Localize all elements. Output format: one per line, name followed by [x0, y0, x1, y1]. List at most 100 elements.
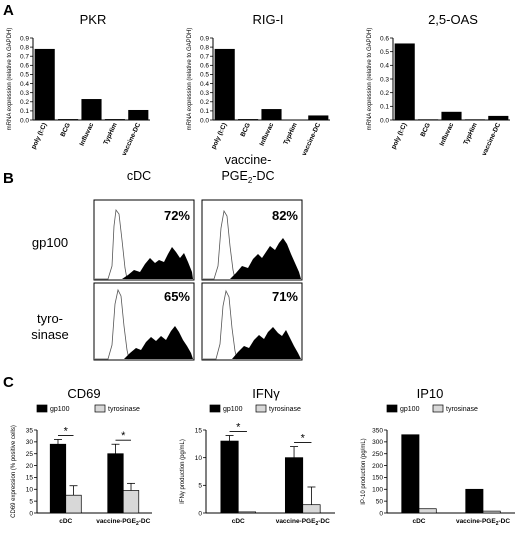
y-tick-label: 300 [372, 439, 383, 446]
x-tick-label: Influvac [259, 122, 276, 148]
x-tick-label: TypHim [102, 122, 118, 146]
bar [284, 119, 305, 121]
significance-marker: * [121, 430, 126, 442]
y-tick-label: 0.9 [20, 35, 29, 42]
x-tick-label: cDC [59, 518, 72, 525]
y-tick-label: 0.5 [380, 49, 389, 56]
y-axis-label: IFNγ production (pg/mL) [180, 439, 186, 504]
chart-title-ifng: IFNγ [252, 386, 280, 401]
bar [58, 119, 79, 120]
y-axis-label: mRNA expression (relative to GAPDH) [187, 28, 193, 131]
y-tick-label: 0.2 [20, 99, 29, 106]
y-tick-label: 0.8 [20, 44, 29, 51]
panel-letter-a: A [3, 2, 14, 19]
legend-swatch [209, 404, 221, 413]
chart-title-cd69: CD69 [67, 386, 100, 401]
x-tick-label: poly (I:C) [210, 122, 228, 150]
chart-pkr: 0.0 0.1 0.2 0.3 0.4 0.5 0.6 0.7 0.8 0.9 mRNA expre… [7, 28, 150, 157]
bar [104, 119, 125, 120]
x-tick-label: vaccine-DC [301, 122, 322, 157]
bar [122, 490, 140, 514]
panel-letter-b: B [3, 170, 14, 187]
bar [214, 48, 235, 120]
bar [482, 510, 501, 514]
x-tick-label: BCG [419, 122, 431, 138]
percentage-gp100-vaccine: 82% [272, 208, 298, 223]
bar [464, 119, 485, 121]
y-tick-label: 5 [29, 498, 33, 505]
y-tick-label: 10 [26, 487, 34, 494]
y-tick-label: 0.4 [20, 81, 29, 88]
y-tick-label: 0 [379, 510, 383, 517]
row-label-tyrosinase-line2: sinase [31, 327, 69, 342]
x-tick-label: BCG [239, 122, 251, 138]
bar [261, 109, 282, 120]
x-tick-label: TypHim [282, 122, 298, 146]
bar [49, 443, 67, 514]
y-tick-label: 0.9 [200, 35, 209, 42]
y-tick-label: 25 [26, 451, 34, 458]
y-tick-label: 0.1 [200, 108, 209, 115]
x-tick-label: vaccine-DC [121, 122, 142, 157]
histogram-tyrosinase-cdc: 65% [93, 282, 195, 361]
legend-label: tyrosinase [446, 406, 478, 413]
bar [308, 115, 329, 120]
legend-label: tyrosinase [269, 406, 301, 413]
x-tick-label: Influvac [439, 122, 456, 148]
bar [418, 119, 439, 121]
legend-swatch [255, 404, 267, 413]
chart-title-oas: 2,5-OAS [428, 12, 478, 27]
percentage-gp100-cdc: 72% [164, 208, 190, 223]
bar [220, 440, 239, 514]
y-tick-label: 35 [26, 427, 34, 434]
legend-label: gp100 [223, 406, 243, 413]
y-axis-label: mRNA expression (relative to GAPDH) [367, 28, 373, 131]
bar [394, 43, 415, 120]
chart-title-rigi: RIG-I [252, 12, 283, 27]
y-tick-label: 5 [198, 483, 202, 490]
legend-swatch [36, 404, 48, 413]
bar [441, 111, 462, 120]
percentage-tyrosinase-vaccine: 71% [272, 289, 298, 304]
bar [107, 453, 124, 514]
x-tick-label: vaccine-DC [481, 122, 502, 157]
x-tick-label: vaccine-PGE2-DC [456, 518, 510, 527]
panel-letter-c: C [3, 374, 14, 391]
y-tick-label: 0.4 [200, 81, 209, 88]
chart-oas: 0.0 0.1 0.2 0.3 0.4 0.5 0.6 mRNA expression (re… [367, 28, 510, 157]
y-tick-label: 350 [372, 427, 383, 434]
y-tick-label: 100 [372, 487, 383, 494]
chart-cd69: 0 5 10 15 20 25 30 35 CD69 expression (% positiv… [11, 404, 152, 527]
bar [34, 48, 55, 120]
y-tick-label: 0.0 [20, 117, 29, 124]
x-tick-label: cDC [412, 518, 425, 525]
x-tick-label: TypHim [462, 122, 478, 146]
y-tick-label: 0.7 [20, 54, 29, 61]
y-tick-label: 10 [195, 455, 203, 462]
y-tick-label: 0.4 [380, 63, 389, 70]
bar [128, 109, 149, 120]
legend-label: gp100 [400, 406, 420, 413]
legend-swatch [94, 404, 106, 413]
y-tick-label: 20 [26, 463, 34, 470]
column-label-cdc: cDC [127, 169, 151, 183]
y-tick-label: 0.3 [380, 76, 389, 83]
bar [418, 508, 437, 514]
y-tick-label: 250 [372, 451, 383, 458]
chart-ifng: 0 5 10 15 IFNγ production (pg/mL) gp100 tyrosi… [180, 404, 335, 527]
y-tick-label: 15 [195, 427, 203, 434]
histogram-tyrosinase-vaccine: 71% [201, 282, 303, 361]
y-axis-label: IP-10 production (pg/mL) [361, 438, 367, 504]
significance-marker: * [64, 425, 69, 437]
row-label-tyrosinase-line1: tyro- [37, 311, 63, 326]
y-tick-label: 0.6 [20, 63, 29, 70]
legend-label: tyrosinase [108, 406, 140, 413]
y-tick-label: 0.2 [380, 90, 389, 97]
bar [81, 99, 102, 120]
y-tick-label: 0.8 [200, 44, 209, 51]
x-tick-label: Influvac [79, 122, 96, 148]
y-tick-label: 0.3 [200, 90, 209, 97]
x-tick-label: poly (I:C) [30, 122, 48, 150]
y-tick-label: 0.7 [200, 54, 209, 61]
